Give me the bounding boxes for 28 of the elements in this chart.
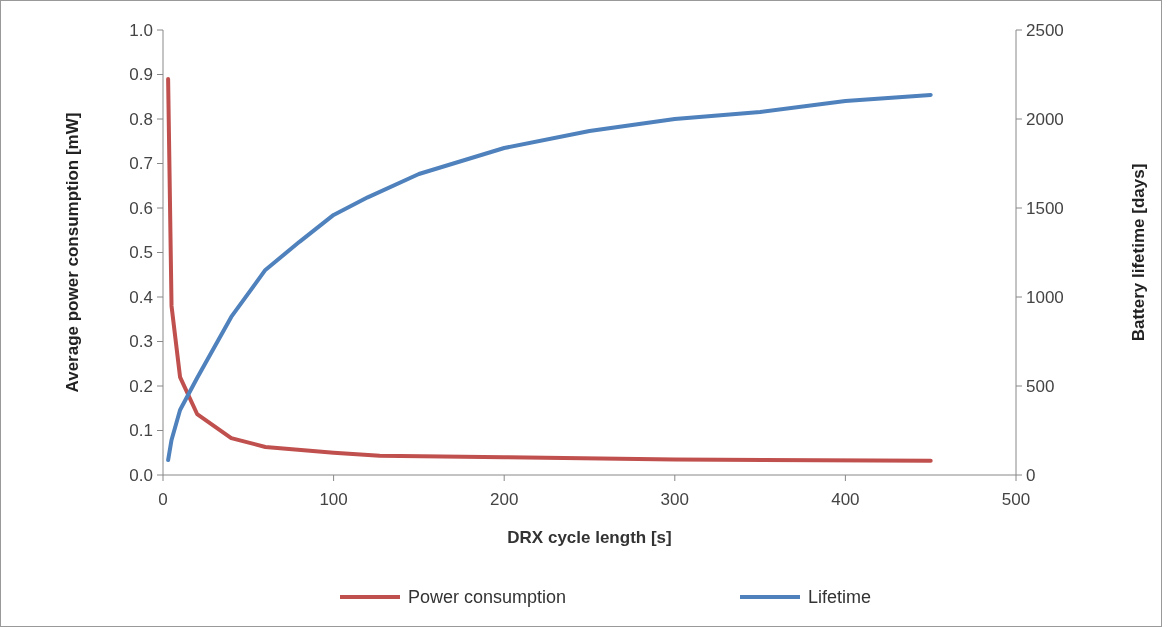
x-tick-label: 0 (158, 490, 168, 509)
y-tick-label: 0.3 (129, 332, 153, 352)
y2-tick-label: 500 (1026, 376, 1055, 396)
y-tick-label: 0.7 (129, 154, 153, 174)
y2-tick-label: 0 (1026, 465, 1036, 485)
x-tick-label: 100 (319, 490, 348, 509)
x-tick-label: 500 (1001, 490, 1031, 509)
y-tick-label: 0.4 (129, 287, 153, 307)
y2-tick-label: 1500 (1026, 198, 1064, 218)
y-tick-label: 0.1 (129, 421, 153, 441)
y2-tick-label: 1000 (1026, 287, 1064, 307)
y2-axis-title: Battery lifetime [days] (1129, 163, 1148, 342)
y2-tick-label: 2500 (1026, 20, 1064, 40)
legend-label: Lifetime (808, 587, 872, 608)
y-tick-label: 0.0 (129, 465, 153, 485)
legend-label: Power consumption (408, 587, 567, 608)
y-tick-label: 0.8 (129, 109, 153, 129)
y-axis-title: Average power consumption [mW] (63, 112, 82, 393)
y-tick-label: 1.0 (129, 20, 153, 40)
x-axis-title: DRX cycle length [s] (507, 528, 672, 547)
y-tick-label: 0.2 (129, 376, 153, 396)
y-tick-label: 0.9 (129, 65, 153, 85)
y-tick-label: 0.5 (129, 243, 153, 263)
x-tick-label: 400 (831, 490, 860, 509)
x-tick-label: 300 (660, 490, 689, 509)
y2-tick-label: 2000 (1026, 109, 1064, 129)
y-tick-label: 0.6 (129, 198, 153, 218)
x-tick-label: 200 (490, 490, 519, 509)
